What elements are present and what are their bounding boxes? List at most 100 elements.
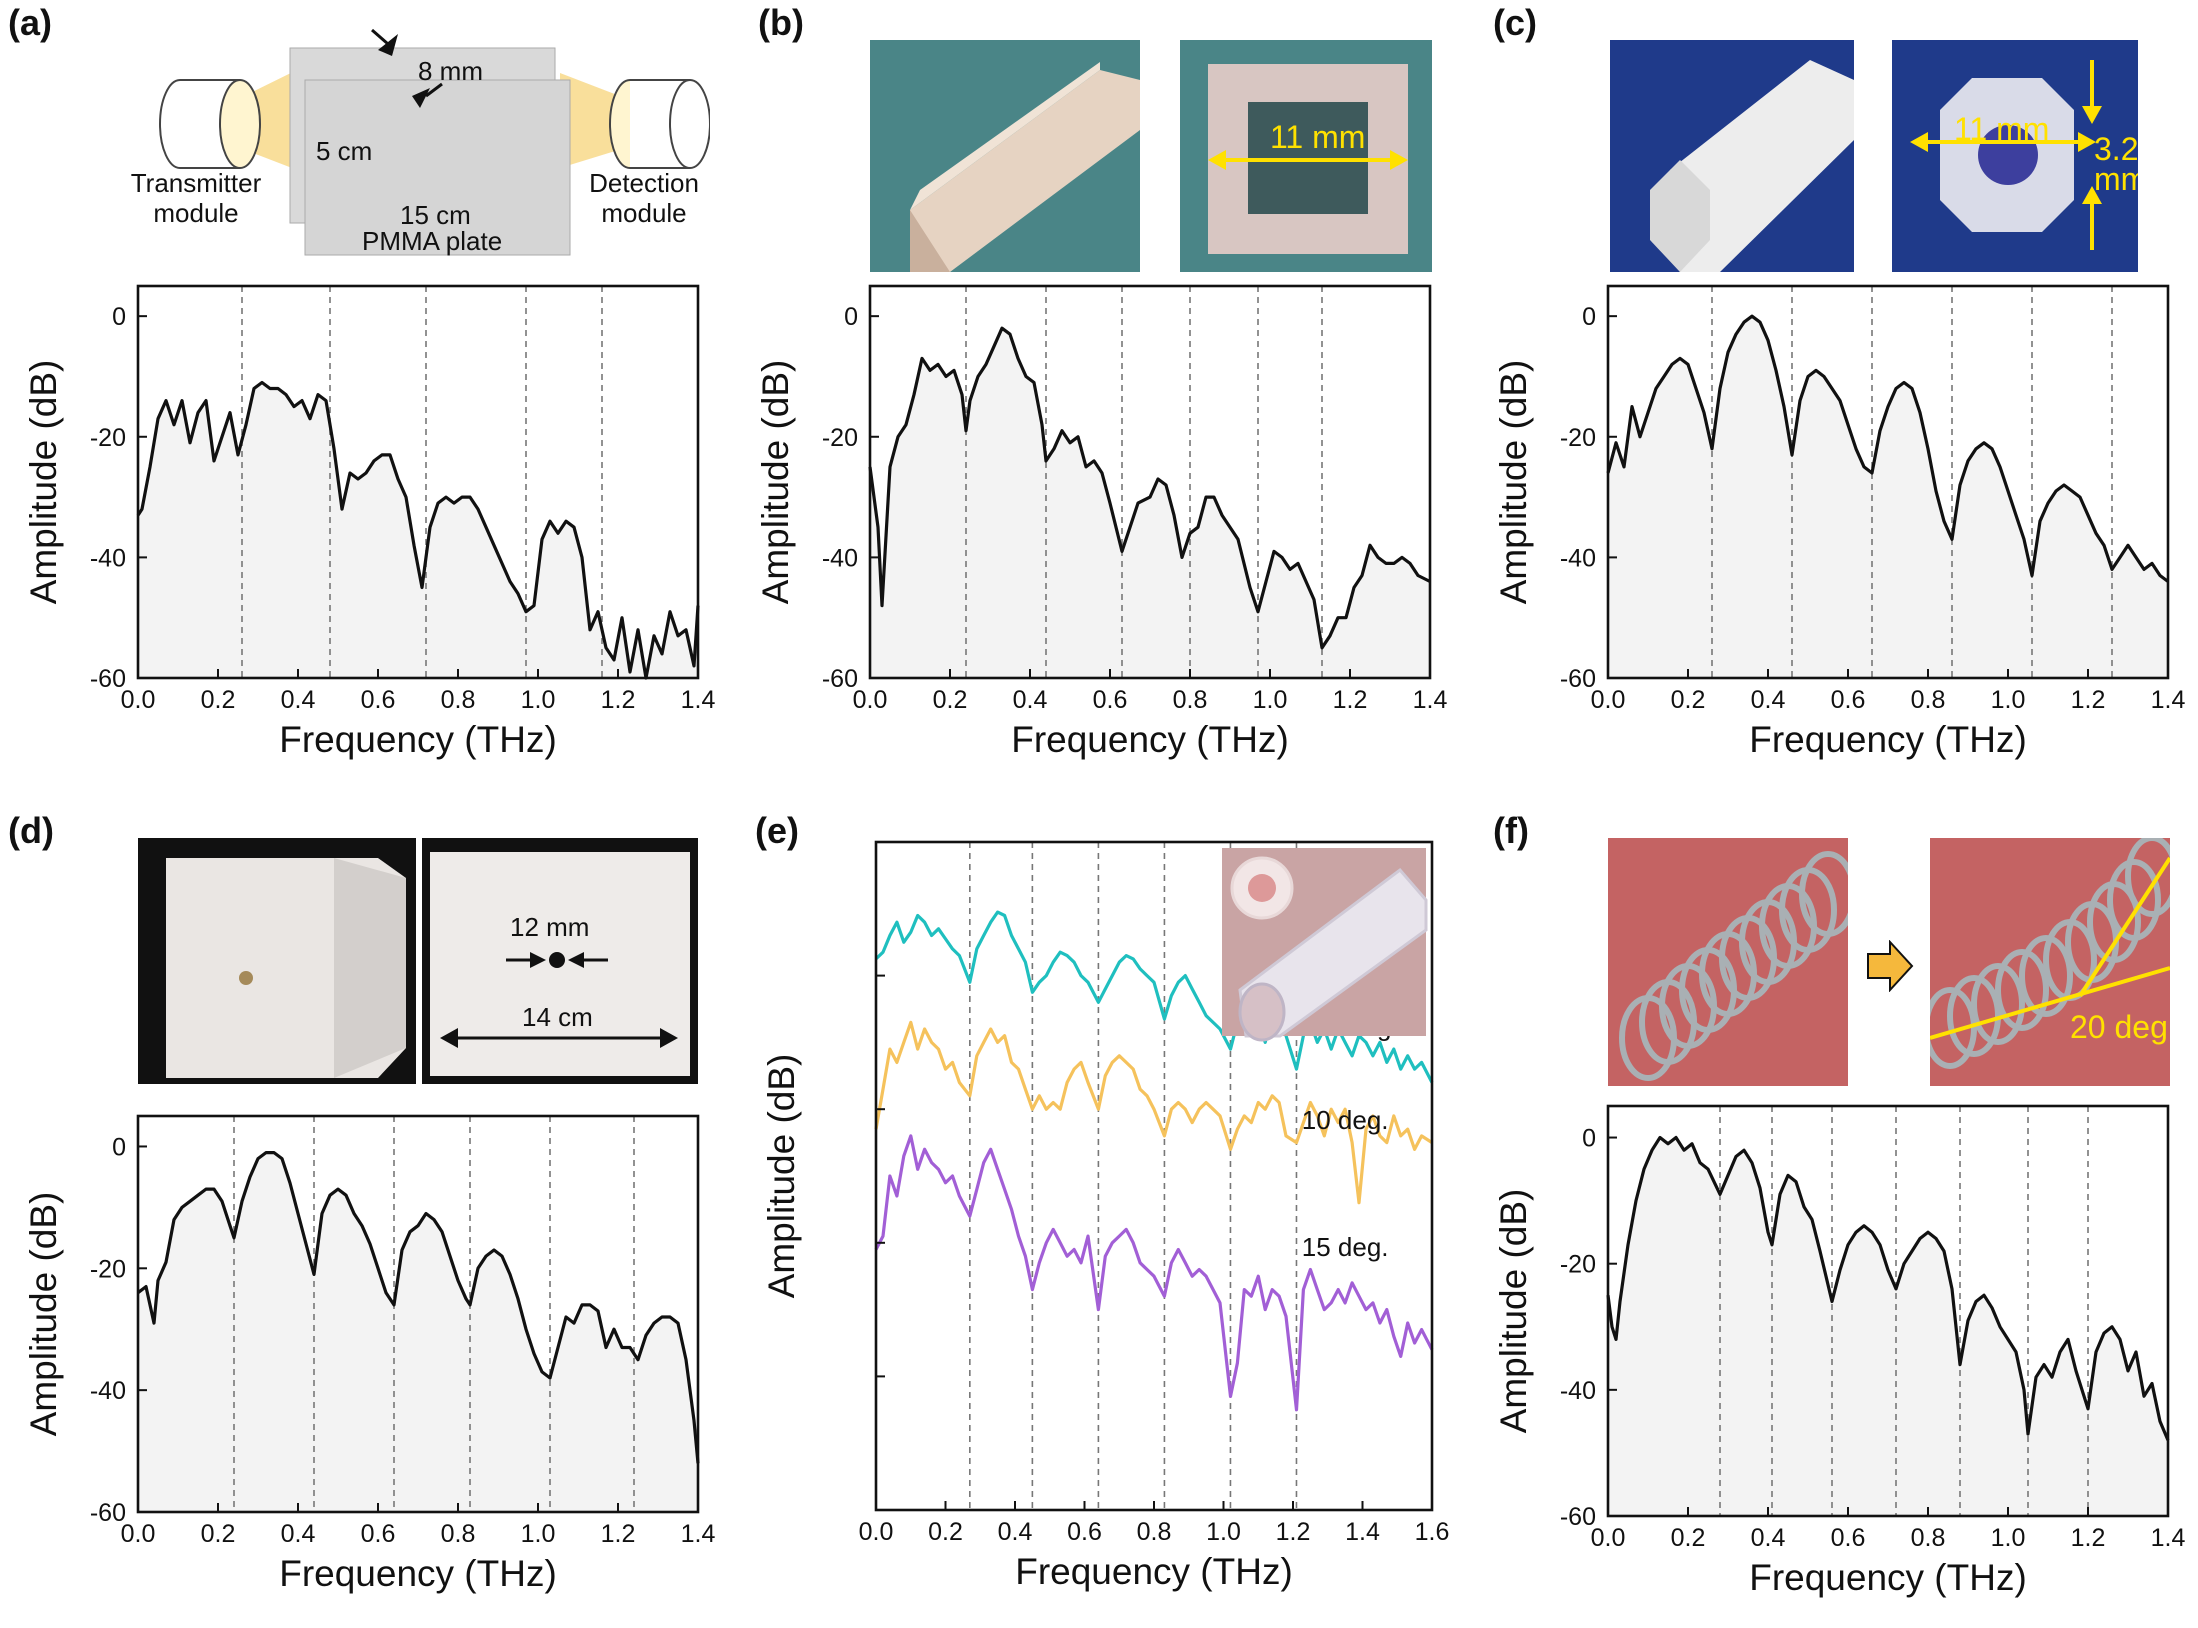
x-tick-label-a-6: 1.2 — [601, 686, 636, 714]
plot-frame-f — [1606, 1104, 2170, 1518]
x-tick-label-e-2: 0.4 — [998, 1518, 1033, 1546]
panel-label-e: (e) — [755, 810, 799, 851]
x-axis-title-e: Frequency (THz) — [1015, 1551, 1293, 1592]
x-tick-label-a-1: 0.2 — [201, 686, 236, 714]
inset-c-photo-end: 11 mm 3.2 mm — [1892, 40, 2138, 272]
d-width-label: 14 cm — [522, 1002, 593, 1032]
x-tick-label-c-6: 1.2 — [2071, 686, 2106, 714]
x-tick-label-a-3: 0.6 — [361, 686, 396, 714]
y-tick-label-c-2: -40 — [1560, 544, 1596, 572]
gap-arrow-top-icon — [378, 34, 398, 56]
series-line-e-2 — [874, 1134, 1434, 1412]
chart-d: 0.0 0.2 0.4 0.6 0.8 1.0 1.2 1.4 0 -20 -40 -60 Freque… — [23, 1114, 715, 1594]
chart-f: 0.0 0.2 0.4 0.6 0.8 1.0 1.2 1.4 0 -20 -40 -60 Freque… — [1493, 1104, 2186, 1598]
chart-a: 0.0 0.2 0.4 0.6 0.8 1.0 1.2 1.4 0 -20 -40 -60 Freque… — [23, 284, 716, 760]
x-tick-label-b-0: 0.0 — [853, 686, 888, 714]
inset-b-photo-side — [870, 40, 1140, 272]
x-tick-label-c-0: 0.0 — [1591, 686, 1626, 714]
y-tick-label-c-3: -60 — [1560, 665, 1596, 693]
x-tick-label-a-0: 0.0 — [121, 686, 156, 714]
b-arrowhead-right-icon — [1390, 150, 1408, 170]
area-fill-f — [1608, 1137, 2168, 1516]
x-tick-label-d-5: 1.0 — [521, 1520, 556, 1548]
trace-line-b — [868, 326, 1431, 650]
y-tick-label-a-3: -60 — [90, 665, 126, 693]
x-tick-label-e-8: 1.6 — [1415, 1518, 1450, 1546]
x-tick-label-c-2: 0.4 — [1751, 686, 1786, 714]
area-fill-c — [1608, 316, 2168, 678]
y-tick-label-f-2: -40 — [1560, 1377, 1596, 1405]
trace-line-c — [1606, 314, 2169, 583]
b-arrowhead-left-icon — [1208, 150, 1226, 170]
tube-body-icon — [1238, 867, 1428, 1038]
y-tick-label-f-0: 0 — [1582, 1125, 1596, 1153]
d-width-arrow-right-icon — [660, 1028, 678, 1048]
x-tick-label-b-4: 0.8 — [1173, 686, 1208, 714]
inset-e-photo — [1222, 848, 1428, 1042]
inset-f-photo-bent: 20 deg. — [1930, 838, 2170, 1086]
x-tick-label-e-3: 0.6 — [1067, 1518, 1102, 1546]
x-tick-label-d-1: 0.2 — [201, 1520, 236, 1548]
y-tick-label-c-1: -20 — [1560, 424, 1596, 452]
x-tick-label-c-4: 0.8 — [1911, 686, 1946, 714]
x-tick-label-f-6: 1.2 — [2071, 1524, 2106, 1552]
pmma-plate-front — [304, 79, 571, 256]
x-tick-label-f-2: 0.4 — [1751, 1524, 1786, 1552]
plate-length-label: 15 cm — [400, 200, 471, 230]
x-axis-title-b: Frequency (THz) — [1011, 719, 1289, 760]
y-tick-label-d-2: -40 — [90, 1377, 126, 1405]
x-tick-label-b-6: 1.2 — [1333, 686, 1368, 714]
x-tick-label-e-4: 0.8 — [1137, 1518, 1172, 1546]
panel-label-d: (d) — [8, 810, 54, 851]
transmitter-label-1: Transmitter — [131, 168, 262, 198]
plate-gap-label: 8 mm — [418, 56, 483, 86]
x-tick-label-f-4: 0.8 — [1911, 1524, 1946, 1552]
y-axis-title-d: Amplitude (dB) — [23, 1192, 64, 1437]
y-tick-label-f-3: -60 — [1560, 1503, 1596, 1531]
c-arrowhead-right-icon — [2078, 132, 2096, 152]
y-tick-label-a-1: -20 — [90, 424, 126, 452]
tube-end-hole-icon — [1248, 874, 1276, 902]
y-axis-title-b: Amplitude (dB) — [755, 360, 796, 605]
c-gap-arrow-down-icon — [2082, 106, 2102, 124]
trace-line-f — [1606, 1135, 2170, 1441]
gap-arrow-bottom-icon — [412, 88, 430, 108]
series-label-e-1: 10 deg. — [1302, 1105, 1389, 1135]
series-line-e-1 — [874, 1020, 1433, 1205]
plot-frame-d — [136, 1114, 700, 1514]
x-tick-label-a-2: 0.4 — [281, 686, 316, 714]
tube-opening-icon — [1238, 982, 1286, 1042]
y-tick-label-f-1: -20 — [1560, 1251, 1596, 1279]
x-tick-label-f-3: 0.6 — [1831, 1524, 1866, 1552]
chart-c: 0.0 0.2 0.4 0.6 0.8 1.0 1.2 1.4 0 -20 -40 -60 Freque… — [1493, 284, 2185, 760]
d-hole-arrow-right-icon — [530, 952, 546, 968]
x-tick-label-b-3: 0.6 — [1093, 686, 1128, 714]
panel-label-a: (a) — [8, 2, 52, 43]
x-tick-label-e-1: 0.2 — [928, 1518, 963, 1546]
panel-label-f: (f) — [1493, 810, 1529, 851]
y-tick-label-a-2: -40 — [90, 544, 126, 572]
plate-height-label: 5 cm — [316, 136, 372, 166]
inset-c-photo-side — [1610, 40, 1854, 272]
x-tick-label-f-0: 0.0 — [1591, 1524, 1626, 1552]
c-gap-label-1: 3.2 — [2094, 131, 2138, 167]
x-tick-label-e-0: 0.0 — [859, 1518, 894, 1546]
d-width-arrow-left-icon — [440, 1028, 458, 1048]
chart-b: 0.0 0.2 0.4 0.6 0.8 1.0 1.2 1.4 0 -20 -40 -60 Freque… — [755, 284, 1447, 760]
x-tick-label-f-7: 1.4 — [2151, 1524, 2186, 1552]
c-gap-arrow-up-icon — [2082, 186, 2102, 204]
inset-f-photo-straight — [1608, 838, 1848, 1086]
x-tick-label-c-3: 0.6 — [1831, 686, 1866, 714]
x-axis-title-a: Frequency (THz) — [279, 719, 557, 760]
detector-label-2: module — [601, 198, 686, 228]
trace-line-a — [136, 380, 700, 680]
d-hole-label: 12 mm — [510, 912, 589, 942]
y-tick-label-b-2: -40 — [822, 544, 858, 572]
x-tick-label-d-0: 0.0 — [121, 1520, 156, 1548]
x-tick-label-a-7: 1.4 — [681, 686, 716, 714]
f-angle-label: 20 deg. — [2070, 1009, 2170, 1045]
x-tick-label-f-5: 1.0 — [1991, 1524, 2026, 1552]
y-axis-title-a: Amplitude (dB) — [23, 360, 64, 605]
inset-a-schematic: 8 mm 5 cm 15 cm PMMA plate Transmitter m… — [131, 28, 710, 256]
